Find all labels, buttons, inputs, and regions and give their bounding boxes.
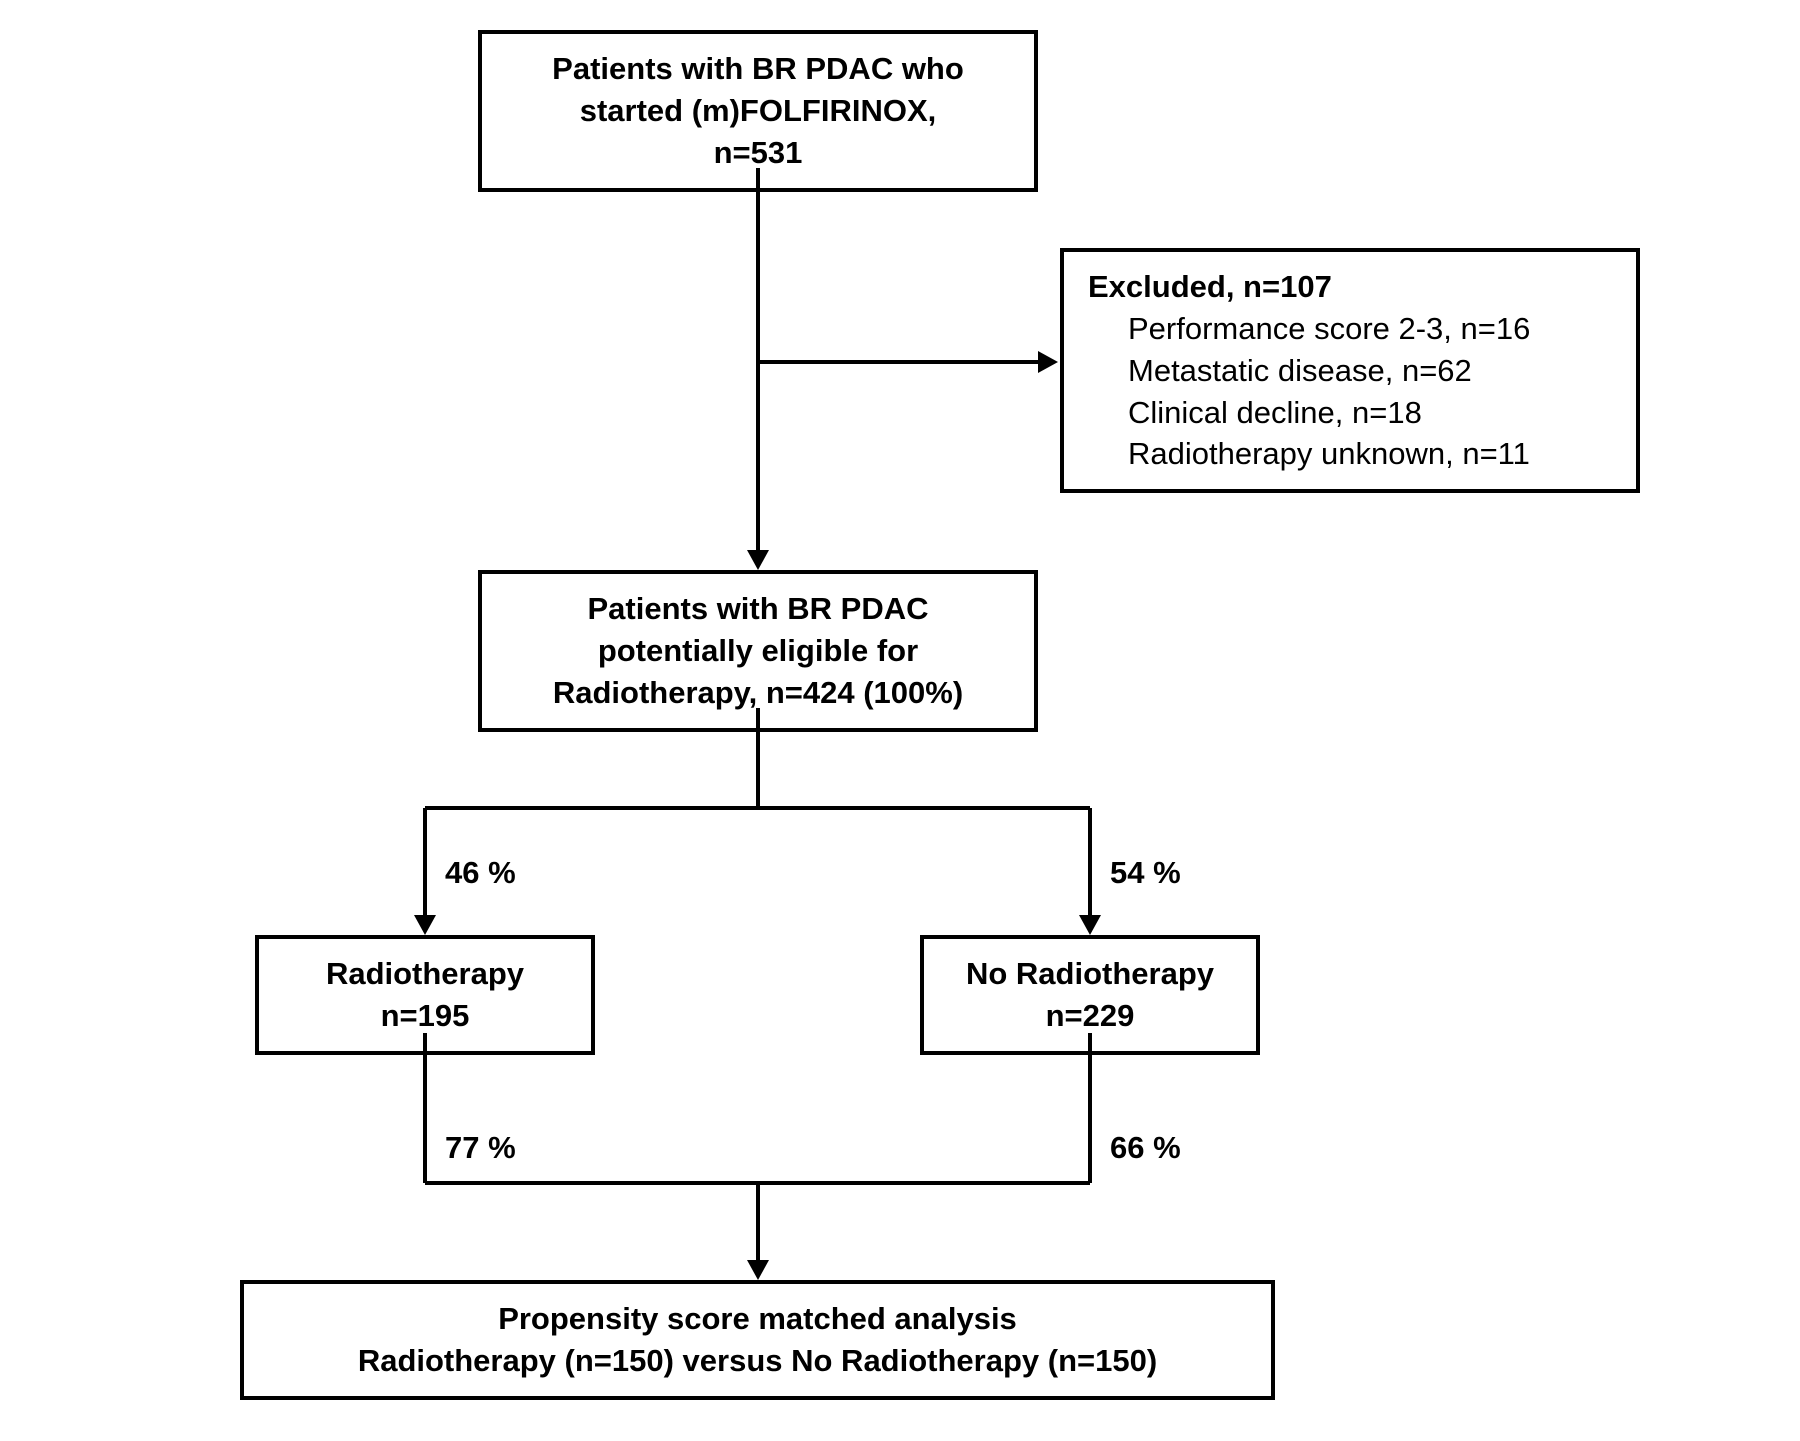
- node-start-line2: started (m)FOLFIRINOX,: [506, 90, 1010, 132]
- excluded-item-4: Radiotherapy unknown, n=11: [1088, 433, 1612, 475]
- label-54pct: 54 %: [1110, 855, 1181, 891]
- excluded-item-1: Performance score 2-3, n=16: [1088, 308, 1612, 350]
- label-77pct: 77 %: [445, 1130, 516, 1166]
- rt-line2: n=195: [283, 995, 567, 1037]
- excluded-item-3: Clinical decline, n=18: [1088, 392, 1612, 434]
- label-46pct: 46 %: [445, 855, 516, 891]
- psm-line2: Radiotherapy (n=150) versus No Radiother…: [268, 1340, 1247, 1382]
- edge-eligible-split: [420, 708, 1100, 938]
- rt-line1: Radiotherapy: [283, 953, 567, 995]
- node-psm: Propensity score matched analysis Radiot…: [240, 1280, 1275, 1400]
- psm-line1: Propensity score matched analysis: [268, 1298, 1247, 1340]
- excluded-title: Excluded, n=107: [1088, 266, 1612, 308]
- nort-line2: n=229: [948, 995, 1232, 1037]
- node-start-line1: Patients with BR PDAC who: [506, 48, 1010, 90]
- eligible-line2: potentially eligible for: [506, 630, 1010, 672]
- excluded-item-2: Metastatic disease, n=62: [1088, 350, 1612, 392]
- label-66pct: 66 %: [1110, 1130, 1181, 1166]
- edge-to-excluded: [758, 360, 1060, 380]
- edge-merge-to-psm: [420, 1033, 1100, 1283]
- node-excluded: Excluded, n=107 Performance score 2-3, n…: [1060, 248, 1640, 493]
- eligible-line1: Patients with BR PDAC: [506, 588, 1010, 630]
- nort-line1: No Radiotherapy: [948, 953, 1232, 995]
